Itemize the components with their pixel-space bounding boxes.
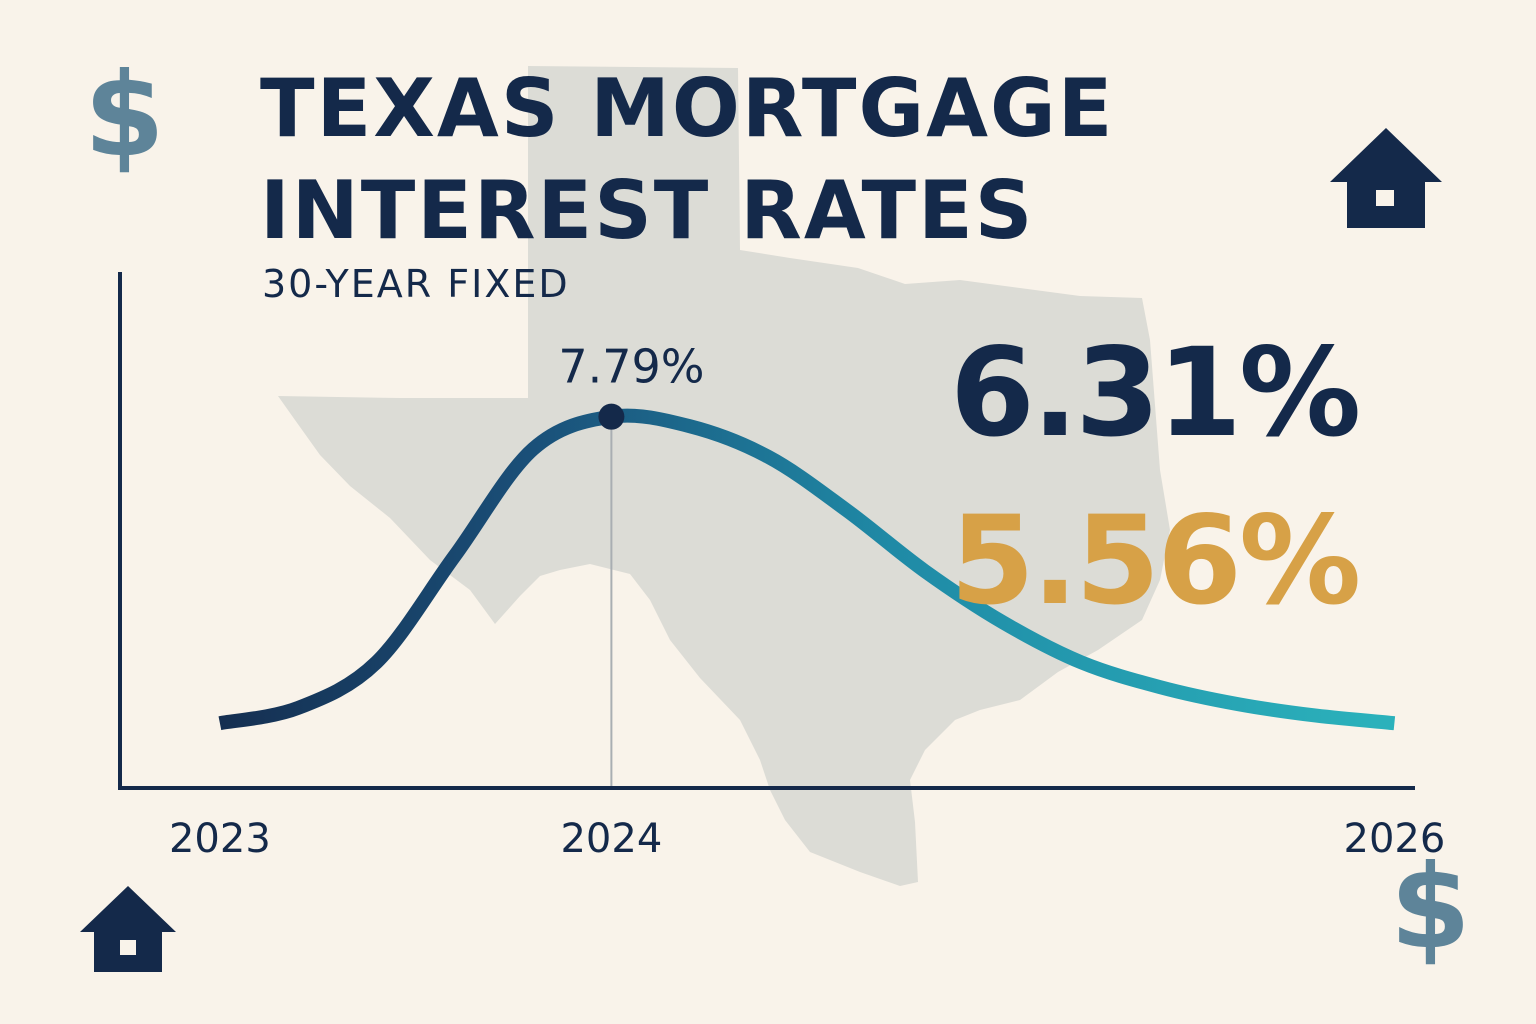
series-line bbox=[218, 408, 1396, 731]
house-icon bbox=[1330, 128, 1442, 228]
peak-point bbox=[598, 403, 625, 430]
page-title: TEXAS MORTGAGE INTEREST RATES bbox=[260, 58, 1114, 262]
current-rate-value: 6.31% bbox=[950, 322, 1361, 464]
x-tick-label: 2023 bbox=[169, 816, 271, 862]
subtitle: 30-YEAR FIXED bbox=[262, 262, 570, 306]
x-tick-label: 2024 bbox=[560, 816, 662, 862]
forecast-rate-value: 5.56% bbox=[950, 490, 1361, 632]
x-tick-label: 2026 bbox=[1344, 816, 1446, 862]
house-icon bbox=[80, 886, 176, 972]
peak-data-label: 7.79% bbox=[558, 340, 704, 394]
dollar-sign-icon: $ bbox=[1390, 840, 1471, 975]
dollar-sign-icon: $ bbox=[84, 48, 165, 183]
title-line-2: INTEREST RATES bbox=[260, 164, 1035, 257]
title-line-1: TEXAS MORTGAGE bbox=[260, 62, 1115, 155]
texas-map-silhouette bbox=[278, 66, 1170, 886]
x-tick-labels: 2023 2024 2026 bbox=[169, 816, 1445, 862]
